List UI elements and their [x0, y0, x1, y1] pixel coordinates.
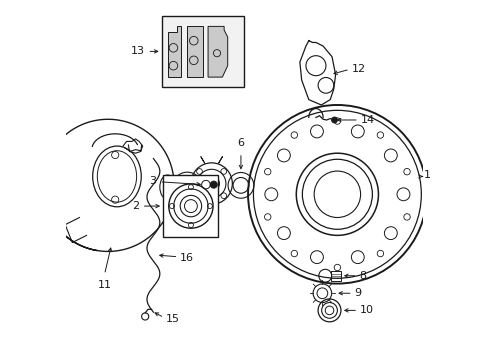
Text: 16: 16	[180, 252, 194, 262]
Text: 12: 12	[351, 64, 365, 73]
Text: 15: 15	[165, 314, 180, 324]
Text: 5: 5	[164, 227, 171, 237]
Polygon shape	[207, 26, 227, 77]
Text: 3: 3	[149, 176, 156, 186]
Bar	[162, 16, 244, 87]
Polygon shape	[168, 26, 181, 77]
Polygon shape	[186, 26, 203, 77]
Text: 2: 2	[131, 201, 139, 211]
Text: 11: 11	[97, 280, 111, 290]
Text: 10: 10	[359, 305, 373, 315]
Circle shape	[210, 181, 217, 188]
Text: 6: 6	[237, 138, 244, 148]
Text: 14: 14	[360, 115, 374, 125]
Text: 4: 4	[208, 229, 215, 239]
Bar	[330, 271, 340, 281]
Bar	[163, 175, 218, 237]
Text: 9: 9	[354, 288, 361, 298]
Text: 1: 1	[423, 170, 430, 180]
Text: 7: 7	[183, 226, 190, 237]
Text: 8: 8	[359, 271, 366, 281]
Text: 13: 13	[130, 46, 144, 57]
Circle shape	[331, 117, 337, 123]
